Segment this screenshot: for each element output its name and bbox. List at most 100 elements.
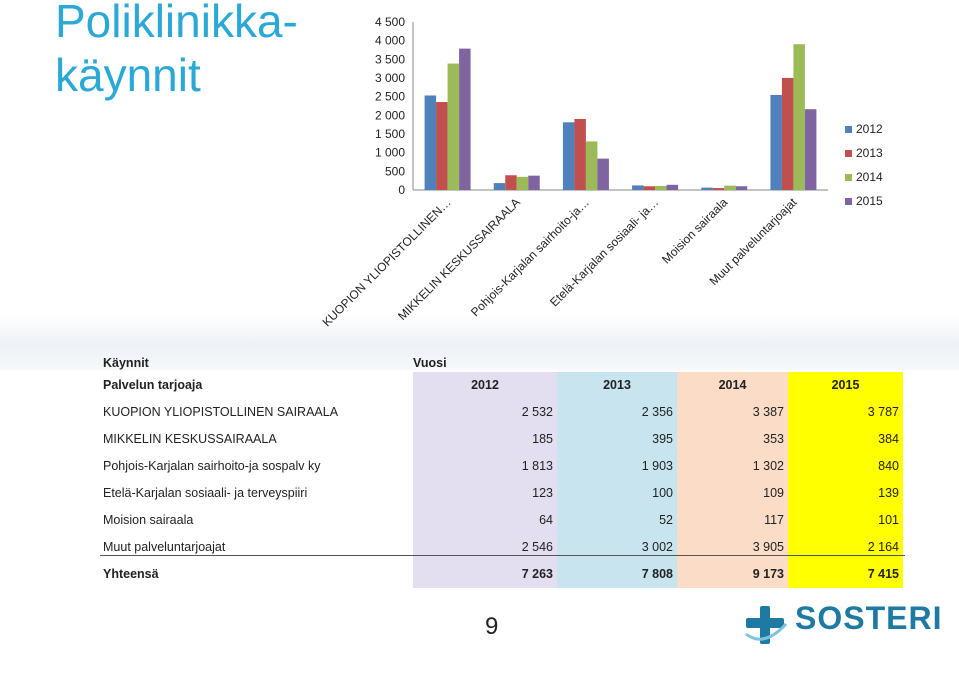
bar: [632, 185, 644, 190]
y-tick-label: 3 500: [375, 52, 405, 66]
bar: [804, 109, 817, 190]
value-cell: 2 532: [413, 399, 557, 426]
legend-label: 2012: [856, 122, 883, 136]
total-cell: 7 415: [788, 561, 903, 588]
bar: [770, 94, 782, 190]
y-tick-label: 1 000: [375, 146, 405, 160]
y-tick-label: 4 000: [375, 34, 405, 48]
total-cell: 9 173: [677, 561, 788, 588]
bar: [436, 102, 448, 190]
bar: [424, 95, 437, 190]
bar: [701, 187, 713, 190]
value-cell: 123: [413, 480, 557, 507]
value-cell: 117: [677, 507, 788, 534]
bar: [712, 188, 725, 190]
title-line-1: Poliklinikka-: [55, 0, 298, 47]
table-row: MIKKELIN KESKUSSAIRAALA 185 395 353 384: [100, 426, 905, 453]
bar: [666, 184, 679, 190]
logo-text: SOSTERI: [795, 600, 943, 636]
value-cell: 384: [788, 426, 903, 453]
value-cell: 395: [557, 426, 677, 453]
page-title: Poliklinikka- käynnit: [55, 0, 345, 102]
provider-name: Pohjois-Karjalan sairhoito-ja sospalv ky: [103, 459, 321, 473]
bar: [585, 141, 598, 190]
table-row: Pohjois-Karjalan sairhoito-ja sospalv ky…: [100, 453, 905, 480]
x-category-label: KUOPION YLIOPISTOLLINEN…: [320, 195, 454, 329]
year-header: 2013: [557, 372, 677, 399]
bar: [505, 175, 517, 190]
bar: [781, 77, 794, 190]
y-tick-label: 2 500: [375, 90, 405, 104]
value-cell: 353: [677, 426, 788, 453]
value-cell: 1 903: [557, 453, 677, 480]
value-cell: 139: [788, 480, 903, 507]
x-category-label: Pohjois-Karjalan sairhoito-ja…: [468, 195, 592, 319]
value-cell: 101: [788, 507, 903, 534]
value-cell: 2 356: [557, 399, 677, 426]
value-cell: 840: [788, 453, 903, 480]
year-group-label: Vuosi: [413, 356, 447, 370]
legend-swatch: [845, 150, 852, 157]
year-header: 2014: [677, 372, 788, 399]
provider-name: Muut palveluntarjoajat: [103, 540, 226, 554]
table-row: Moision sairaala 64 52 117 101: [100, 507, 905, 534]
year-header: 2015: [788, 372, 903, 399]
bar: [459, 48, 471, 190]
total-row: Yhteensä 7 263 7 808 9 173 7 415: [100, 561, 905, 588]
bar: [793, 44, 805, 190]
value-cell: 1 813: [413, 453, 557, 480]
total-separator: [100, 555, 905, 556]
legend-label: 2015: [856, 194, 883, 208]
x-category-label: MIKKELIN KESKUSSAIRAALA: [395, 195, 523, 323]
value-cell: 185: [413, 426, 557, 453]
legend-label: 2013: [856, 146, 883, 160]
table-header-row: Palvelun tarjoaja 2012 2013 2014 2015: [100, 372, 905, 399]
sosteri-logo-icon: [745, 606, 788, 644]
total-cell: 7 263: [413, 561, 557, 588]
y-tick-label: 3 000: [375, 71, 405, 85]
value-cell: 52: [557, 507, 677, 534]
value-cell: 3 787: [788, 399, 903, 426]
bar: [655, 185, 667, 190]
bar: [735, 186, 748, 190]
bar: [597, 158, 609, 190]
y-tick-label: 1 500: [375, 127, 405, 141]
y-tick-label: 0: [398, 183, 405, 197]
bar: [516, 176, 529, 190]
value-cell: 3 002: [557, 534, 677, 561]
provider-name: MIKKELIN KESKUSSAIRAALA: [103, 432, 277, 446]
value-cell: 2 164: [788, 534, 903, 561]
bar: [574, 118, 586, 190]
value-cell: 3 905: [677, 534, 788, 561]
legend-swatch: [845, 198, 852, 205]
table-title: Käynnit: [103, 356, 149, 370]
y-tick-label: 2 000: [375, 108, 405, 122]
legend-label: 2014: [856, 170, 883, 184]
value-cell: 1 302: [677, 453, 788, 480]
provider-name: Etelä-Karjalan sosiaali- ja terveyspiiri: [103, 486, 308, 500]
provider-name: KUOPION YLIOPISTOLLINEN SAIRAALA: [103, 405, 339, 419]
bar: [493, 183, 506, 190]
table-title-row: Käynnit Vuosi: [100, 350, 905, 377]
title-line-2: käynnit: [55, 49, 201, 101]
bar: [562, 122, 575, 190]
value-cell: 109: [677, 480, 788, 507]
value-cell: 64: [413, 507, 557, 534]
page-number: 9: [485, 613, 499, 640]
value-cell: 3 387: [677, 399, 788, 426]
bar: [643, 186, 656, 190]
provider-header: Palvelun tarjoaja: [103, 378, 203, 392]
x-category-label: Moision sairaala: [659, 195, 730, 266]
legend-swatch: [845, 126, 852, 133]
value-cell: 100: [557, 480, 677, 507]
y-tick-label: 4 500: [375, 15, 405, 29]
legend-swatch: [845, 174, 852, 181]
bar: [447, 63, 460, 190]
value-cell: 2 546: [413, 534, 557, 561]
y-tick-label: 500: [385, 164, 405, 178]
bar-chart: 0 500 1 000 1 500 2 000 2 500 3 000 3 500 4 000 4…: [320, 15, 883, 329]
table-row: Etelä-Karjalan sosiaali- ja terveyspiiri…: [100, 480, 905, 507]
bar: [528, 175, 540, 190]
table-row: Muut palveluntarjoajat 2 546 3 002 3 905…: [100, 534, 905, 561]
provider-name: Moision sairaala: [103, 513, 194, 527]
